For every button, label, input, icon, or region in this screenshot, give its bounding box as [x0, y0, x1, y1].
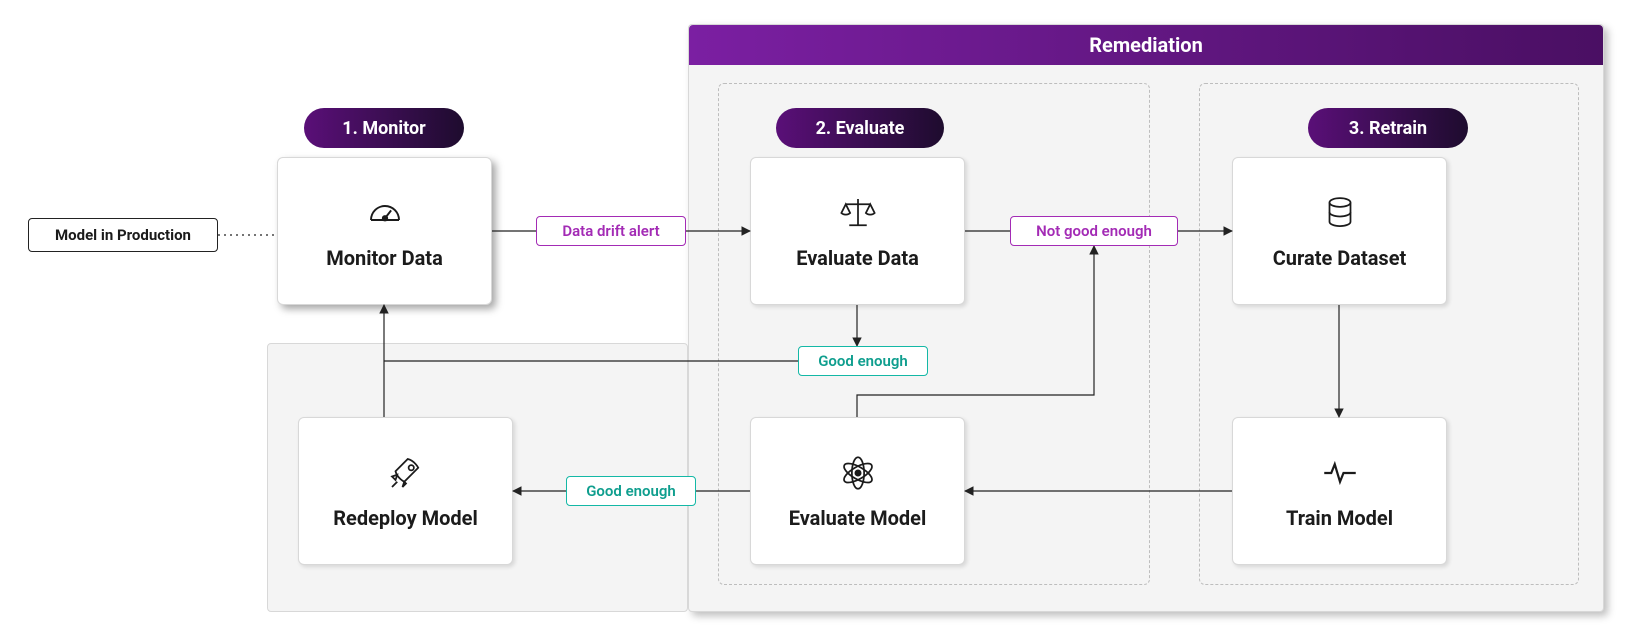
remediation-title: Remediation	[1089, 33, 1203, 57]
pill-evaluate: 2. Evaluate	[776, 108, 944, 148]
node-curate-dataset-label: Curate Dataset	[1273, 246, 1407, 270]
pill-retrain-label: 3. Retrain	[1349, 118, 1427, 139]
model-in-production-label: Model in Production	[55, 226, 191, 244]
gauge-icon	[364, 192, 406, 234]
diagram-canvas: Remediation 1. Monitor 2. Evaluate 3. Re…	[0, 0, 1638, 639]
node-monitor-data: Monitor Data	[277, 157, 492, 305]
edge-label-data-drift: Data drift alert	[536, 216, 686, 246]
pulse-icon	[1319, 452, 1361, 494]
scales-icon	[837, 192, 879, 234]
edge-label-good-enough-model: Good enough	[566, 476, 696, 506]
edge-label-data-drift-text: Data drift alert	[562, 222, 659, 240]
edge-label-good-enough-data: Good enough	[798, 346, 928, 376]
node-train-model: Train Model	[1232, 417, 1447, 565]
node-evaluate-data: Evaluate Data	[750, 157, 965, 305]
pill-retrain: 3. Retrain	[1308, 108, 1468, 148]
atom-icon	[837, 452, 879, 494]
edge-label-good-enough-1-text: Good enough	[818, 352, 908, 370]
edge-label-good-enough-2-text: Good enough	[586, 482, 676, 500]
node-evaluate-model: Evaluate Model	[750, 417, 965, 565]
node-train-model-label: Train Model	[1286, 506, 1393, 530]
pill-monitor-label: 1. Monitor	[342, 118, 425, 139]
edge-label-not-good-enough: Not good enough	[1010, 216, 1178, 246]
node-evaluate-data-label: Evaluate Data	[796, 246, 919, 270]
remediation-header: Remediation	[689, 25, 1603, 65]
node-redeploy-model-label: Redeploy Model	[333, 506, 478, 530]
node-curate-dataset: Curate Dataset	[1232, 157, 1447, 305]
edge-label-not-good-text: Not good enough	[1036, 222, 1152, 240]
rocket-icon	[385, 452, 427, 494]
pill-monitor: 1. Monitor	[304, 108, 464, 148]
database-icon	[1319, 192, 1361, 234]
model-in-production-box: Model in Production	[28, 218, 218, 252]
node-evaluate-model-label: Evaluate Model	[789, 506, 927, 530]
node-monitor-data-label: Monitor Data	[326, 246, 443, 270]
pill-evaluate-label: 2. Evaluate	[816, 118, 905, 139]
node-redeploy-model: Redeploy Model	[298, 417, 513, 565]
